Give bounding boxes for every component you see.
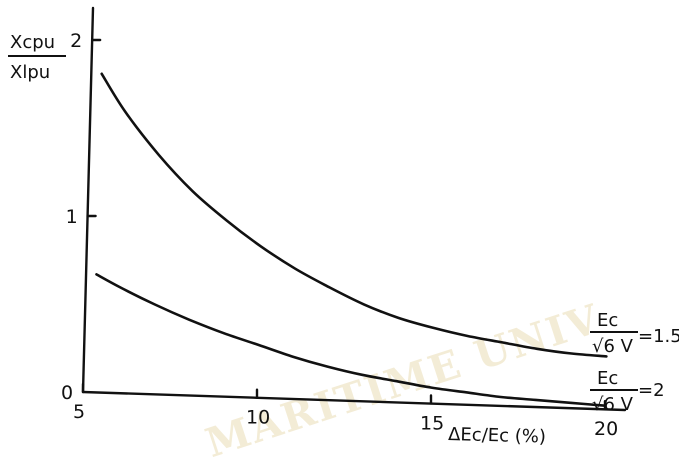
- y-tick-label: 2: [70, 30, 82, 52]
- series-label-2-denominator: √6 V: [592, 394, 634, 415]
- x-axis-line: [81, 390, 627, 412]
- x-axis-label: ΔEc/Ec (%): [448, 424, 546, 448]
- series-label-2-suffix: =2: [638, 380, 665, 401]
- y-axis-line: [81, 6, 95, 394]
- series-label-1-numerator: Ec: [597, 310, 618, 331]
- series-2-line: [95, 273, 607, 407]
- series-label-1-denominator: √6 V: [592, 336, 634, 357]
- y-tick-label: 0: [61, 382, 73, 404]
- x-tick-label: 10: [246, 407, 270, 429]
- y-tick-marks: 0 1 2: [61, 30, 102, 404]
- y-tick-label: 1: [66, 206, 78, 228]
- series-label-1-suffix: =1.5: [638, 326, 679, 347]
- x-tick-label: 15: [420, 412, 444, 434]
- x-tick-label: 20: [594, 418, 618, 440]
- curves: [95, 72, 608, 407]
- series-label-1: Ec √6 V =1.5: [590, 310, 679, 357]
- x-tick-label: 5: [73, 401, 85, 423]
- series-label-2-numerator: Ec: [597, 368, 618, 389]
- y-axis-label-numerator: Xcpu: [10, 32, 55, 53]
- y-axis-label-denominator: Xlpu: [10, 62, 50, 83]
- series-label-2: Ec √6 V =2: [590, 368, 665, 415]
- series-1-line: [100, 72, 608, 358]
- y-axis-label: Xcpu Xlpu: [8, 32, 66, 83]
